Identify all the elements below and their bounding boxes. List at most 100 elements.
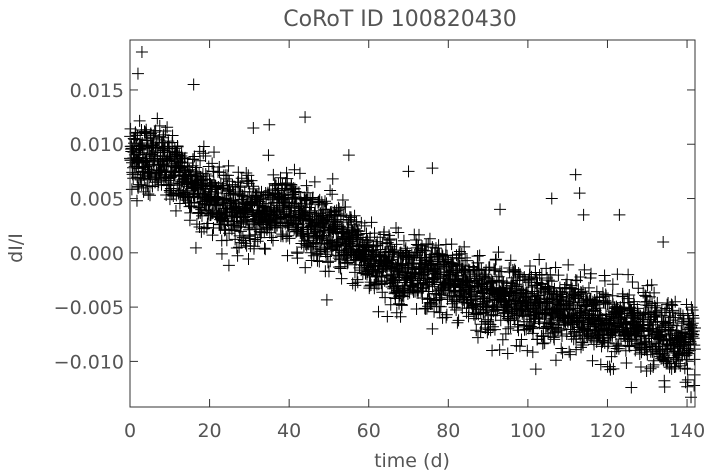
data-point xyxy=(515,333,528,346)
data-point xyxy=(490,253,503,266)
data-point xyxy=(189,241,202,254)
data-point xyxy=(459,251,472,264)
data-point xyxy=(490,274,503,287)
x-tick-label: 40 xyxy=(277,420,301,442)
data-point xyxy=(190,218,203,231)
data-point xyxy=(202,160,215,173)
y-tick-label: −0.010 xyxy=(54,351,124,373)
data-point xyxy=(451,316,464,329)
data-point xyxy=(639,289,652,302)
data-point xyxy=(549,261,562,274)
data-point xyxy=(565,279,578,292)
data-point xyxy=(311,254,324,267)
data-point xyxy=(193,220,206,233)
data-point xyxy=(538,337,551,350)
x-tick-label: 0 xyxy=(124,420,136,442)
data-point xyxy=(570,343,583,356)
data-point xyxy=(626,276,639,289)
data-point xyxy=(536,278,549,291)
data-point xyxy=(265,231,278,244)
data-point xyxy=(620,356,633,369)
data-point xyxy=(433,306,446,319)
data-point xyxy=(426,162,439,175)
data-point xyxy=(477,307,490,320)
data-point xyxy=(293,167,306,180)
data-point xyxy=(452,248,465,261)
data-point xyxy=(231,249,244,262)
data-point xyxy=(283,232,296,245)
data-point xyxy=(281,229,294,242)
data-point xyxy=(611,340,624,353)
x-tick-label: 20 xyxy=(197,420,221,442)
data-point xyxy=(493,343,506,356)
data-point xyxy=(179,151,192,164)
data-point xyxy=(288,163,301,176)
x-tick-label: 60 xyxy=(357,420,381,442)
data-point xyxy=(406,278,419,291)
data-point xyxy=(566,282,579,295)
data-point xyxy=(333,203,346,216)
data-point xyxy=(552,269,565,282)
data-point xyxy=(413,228,425,241)
data-point xyxy=(379,291,392,304)
data-point xyxy=(148,126,161,139)
data-point xyxy=(423,232,436,245)
data-point xyxy=(574,286,587,299)
data-point xyxy=(130,194,143,207)
data-point xyxy=(222,159,235,172)
data-point xyxy=(305,198,318,211)
x-tick-label: 120 xyxy=(589,420,625,442)
data-point xyxy=(681,363,694,376)
data-point xyxy=(610,337,623,350)
data-point xyxy=(481,326,494,339)
data-point xyxy=(247,121,260,134)
data-point xyxy=(563,345,576,358)
x-tick-label: 100 xyxy=(510,420,546,442)
data-point xyxy=(670,324,683,337)
data-point xyxy=(263,226,276,239)
data-point xyxy=(350,215,363,228)
data-point xyxy=(472,308,485,321)
data-point xyxy=(602,336,615,349)
data-point xyxy=(397,234,410,247)
data-point xyxy=(415,266,428,279)
data-point xyxy=(528,279,541,292)
data-point xyxy=(239,237,252,250)
data-point xyxy=(262,149,275,162)
data-point xyxy=(313,255,326,268)
data-point xyxy=(674,359,687,372)
data-point xyxy=(648,286,661,299)
data-point xyxy=(143,189,156,202)
data-point xyxy=(681,373,694,386)
data-point xyxy=(573,187,586,200)
data-point xyxy=(234,225,247,238)
chart-title: CoRoT ID 100820430 xyxy=(283,7,516,32)
data-point xyxy=(349,279,362,292)
data-point xyxy=(166,129,179,142)
data-point xyxy=(355,216,368,229)
data-point xyxy=(308,175,321,188)
data-point xyxy=(206,157,219,170)
data-point xyxy=(683,347,696,360)
data-point xyxy=(187,78,200,91)
data-point xyxy=(570,274,583,287)
data-point xyxy=(161,121,174,134)
data-point xyxy=(133,114,146,127)
data-point xyxy=(291,252,304,265)
data-point xyxy=(300,179,313,192)
data-point xyxy=(440,308,453,321)
data-point xyxy=(318,195,331,208)
data-point xyxy=(513,340,526,353)
data-point xyxy=(164,182,177,195)
data-point xyxy=(267,168,280,181)
data-point xyxy=(448,301,461,314)
data-point xyxy=(372,278,385,291)
data-point xyxy=(236,231,249,244)
data-point xyxy=(240,175,253,188)
data-point xyxy=(649,316,662,329)
data-point xyxy=(142,187,155,200)
data-point xyxy=(686,309,699,322)
data-point xyxy=(622,268,635,281)
data-point xyxy=(575,341,588,354)
data-point xyxy=(324,255,337,268)
